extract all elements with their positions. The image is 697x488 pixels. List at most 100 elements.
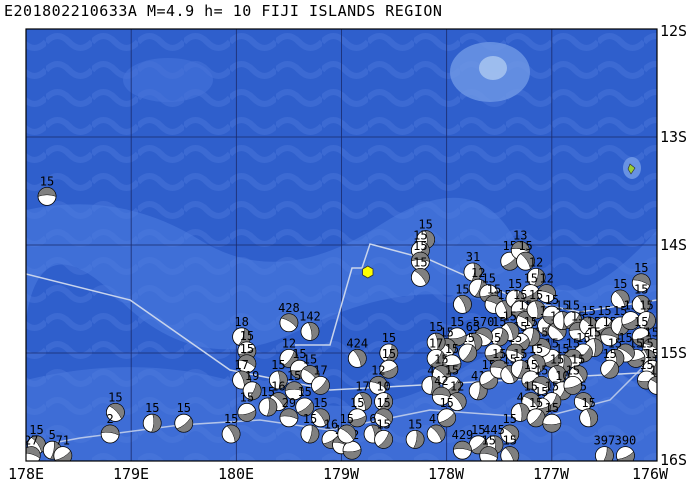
mechanism-depth-label: 15: [434, 353, 448, 367]
lon-label-179e: 179E: [112, 465, 150, 483]
mechanism-depth-label: 15: [303, 412, 317, 426]
lon-label-177w: 177W: [532, 465, 570, 483]
mechanism-depth-label: 445: [483, 423, 505, 437]
focal-mechanism: 15: [579, 396, 599, 428]
mechanism-compression-quadrant: [505, 322, 519, 341]
focal-mechanism: 15: [405, 417, 425, 449]
focal-mechanism: 71: [53, 434, 73, 461]
focal-mechanism: 15: [300, 353, 320, 385]
mechanism-compression-quadrant: [297, 401, 314, 417]
lon-label-179w: 179W: [322, 465, 360, 483]
focal-mechanism: 10: [374, 380, 393, 412]
focal-mechanism: 142: [299, 309, 321, 341]
mechanism-depth-label: 15: [587, 326, 601, 340]
focal-mechanism: 15: [453, 282, 472, 314]
focal-mechanism: 15: [526, 342, 546, 374]
focal-mechanism: 17: [353, 380, 372, 412]
mechanism-compression-quadrant: [626, 356, 646, 368]
mechanism-depth-label: 15: [645, 326, 659, 340]
mechanism-depth-label: 15: [450, 315, 464, 329]
focal-mechanism: 15: [526, 396, 546, 428]
mechanism-depth-label: 15: [650, 363, 664, 377]
mechanism-depth-label: 15: [534, 363, 548, 377]
lon-label-176w: 176W: [631, 465, 669, 483]
mechanism-depth-label: 5: [49, 428, 56, 442]
mechanism-compression-quadrant: [563, 382, 583, 395]
mechanism-depth-label: 15: [634, 282, 648, 296]
focal-mechanism: 15: [410, 255, 430, 287]
mechanism-depth-label: 19: [245, 369, 259, 383]
mechanism-compression-quadrant: [266, 397, 278, 417]
mechanism-compression-quadrant: [314, 408, 330, 426]
focal-mechanism: 15: [27, 423, 46, 455]
focal-mechanism: 15: [237, 390, 257, 422]
mechanism-depth-label: 15: [566, 299, 580, 313]
focal-mechanism: 15: [547, 353, 567, 385]
mechanism-depth-label: 15: [581, 396, 595, 410]
lat-label-16s: 16S: [660, 451, 688, 469]
mechanism-compression-quadrant: [475, 327, 493, 342]
mechanism-depth-label: 15: [545, 401, 559, 415]
mechanism-depth-label: 16: [324, 417, 338, 431]
mechanism-depth-label: 15: [550, 353, 564, 367]
mechanism-compression-quadrant: [280, 313, 299, 328]
focal-mechanism: 15: [416, 218, 436, 250]
mechanism-compression-quadrant: [553, 365, 567, 384]
focal-mechanism: 15: [437, 396, 457, 428]
focal-mechanism: 390: [615, 434, 636, 461]
focal-mechanism: 15: [379, 331, 399, 363]
mechanism-compression-quadrant: [430, 424, 446, 442]
focal-mechanism: 15: [268, 358, 288, 390]
mechanism-depth-label: 15: [618, 331, 632, 345]
mechanism-depth-label: 13: [513, 228, 527, 242]
mechanism-compression-quadrant: [247, 382, 262, 401]
mechanism-compression-quadrant: [495, 328, 509, 347]
mechanism-compression-quadrant: [339, 424, 356, 441]
mechanism-compression-quadrant: [237, 409, 257, 422]
focal-mechanism: 15: [37, 174, 57, 206]
focal-mechanism: 15: [410, 239, 430, 271]
mechanism-compression-quadrant: [632, 273, 651, 287]
focal-mechanism: 2: [100, 412, 120, 444]
mechanism-compression-quadrant: [603, 446, 614, 461]
focal-mechanism: 15: [300, 412, 320, 444]
mechanism-compression-quadrant: [176, 417, 193, 433]
mechanism-compression-quadrant: [520, 251, 535, 270]
mechanism-compression-quadrant: [151, 413, 162, 433]
mechanism-compression-quadrant: [614, 289, 630, 308]
mechanism-depth-label: 15: [445, 342, 459, 356]
lat-label-13s: 13S: [660, 128, 688, 146]
focal-mechanism: 15: [337, 412, 357, 444]
mechanism-depth-label: 15: [292, 347, 306, 361]
mechanism-depth-label: 15: [492, 347, 506, 361]
mechanism-compression-quadrant: [313, 378, 330, 395]
mechanism-depth-label: 15: [240, 342, 254, 356]
mechanism-compression-quadrant: [637, 295, 651, 313]
mechanism-depth-label: 4: [427, 363, 434, 377]
focal-mechanism: 12: [447, 380, 467, 412]
mechanism-compression-quadrant: [537, 284, 556, 297]
mechanism-depth-label: 15: [482, 434, 496, 448]
mechanism-depth-label: 15: [439, 396, 453, 410]
mechanism-depth-label: 15: [513, 288, 527, 302]
focal-mechanism: 15: [379, 347, 399, 379]
focal-mechanism: 15: [426, 320, 446, 352]
mechanism-depth-label: 15: [408, 417, 422, 431]
focal-mechanism: 15: [174, 401, 194, 433]
focal-mechanism: 15: [347, 396, 367, 428]
event-epicenter-marker: [362, 265, 374, 279]
mechanism-depth-label: 15: [29, 423, 43, 437]
mechanism-depth-label: 15: [445, 363, 459, 377]
graticule: [26, 29, 657, 461]
focal-mechanism: 15: [516, 239, 535, 271]
mechanism-compression-quadrant: [424, 230, 435, 249]
mechanism-compression-quadrant: [100, 424, 120, 436]
mechanism-depth-label: 15: [40, 174, 54, 188]
mechanism-depth-label: 16: [271, 380, 285, 394]
mechanism-compression-quadrant: [603, 361, 619, 379]
focal-mechanism: 424: [346, 336, 368, 368]
mechanism-depth-label: 15: [376, 417, 390, 431]
mechanism-depth-label: 17: [234, 358, 248, 372]
focal-mechanism: 15: [500, 309, 520, 341]
